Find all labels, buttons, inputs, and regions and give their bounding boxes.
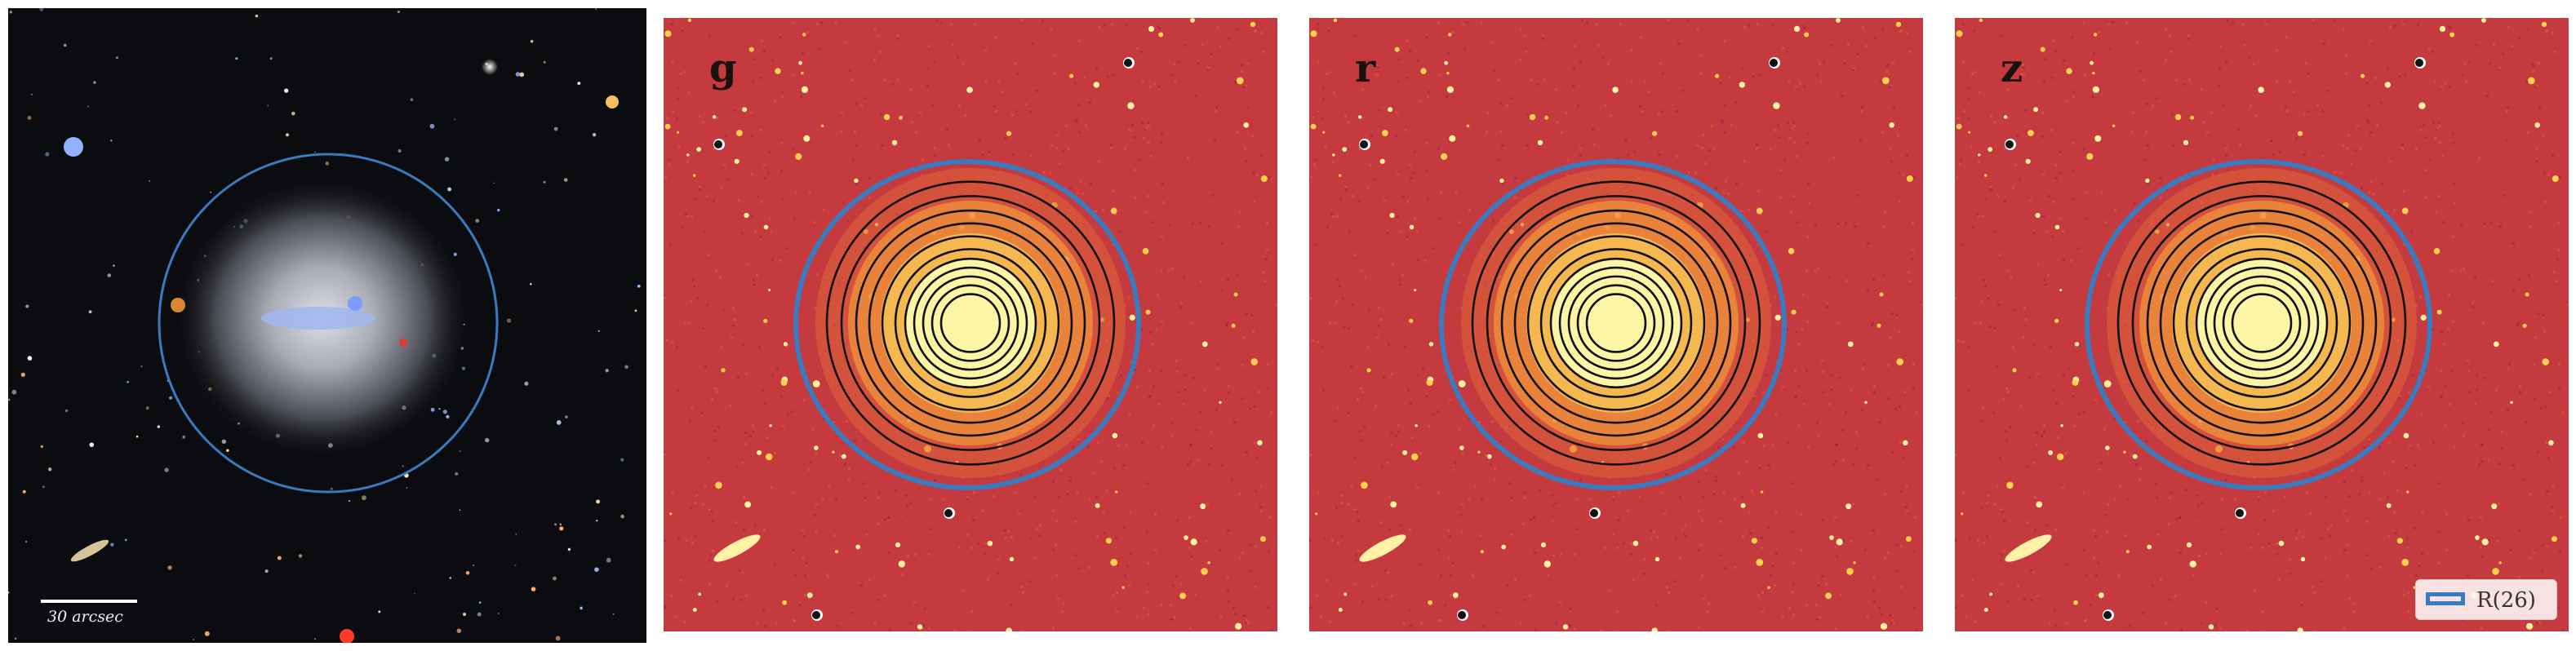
star-blue — [348, 296, 362, 311]
star-bright-left — [64, 137, 83, 157]
galaxy-bar — [261, 307, 375, 330]
band-label-z: z — [2001, 46, 2023, 91]
star-bright-top — [482, 59, 498, 75]
legend-label: R(26) — [2476, 588, 2536, 613]
legend: R(26) — [2415, 579, 2557, 620]
g-band-panel: g — [664, 18, 1277, 631]
legend-swatch — [2426, 592, 2465, 605]
g-band-residual-image — [664, 18, 1277, 631]
star-bottom-red — [340, 629, 354, 643]
color-image — [8, 8, 641, 643]
streak-galaxy — [70, 539, 109, 562]
star-right — [606, 95, 619, 108]
band-label-r: r — [1355, 46, 1376, 91]
star-red — [399, 339, 407, 347]
r26-aperture — [158, 153, 499, 494]
band-label-g: g — [709, 46, 737, 91]
z-band-residual-image — [1955, 18, 2569, 631]
r-band-panel: r — [1309, 18, 1923, 631]
color-image-panel: 30 arcsec — [8, 8, 646, 643]
scale-bar-label: 30 arcsec — [47, 608, 123, 626]
star-orange — [171, 298, 185, 312]
scale-bar — [41, 600, 137, 603]
z-band-panel: z R(26) — [1955, 18, 2569, 631]
r-band-residual-image — [1309, 18, 1923, 631]
